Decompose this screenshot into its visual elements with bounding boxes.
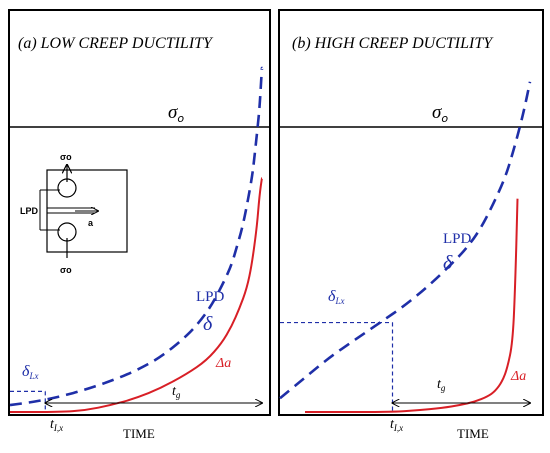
inset-lpd-label: LPD xyxy=(20,206,39,216)
panel-b-lpd-label: LPD xyxy=(443,231,472,247)
specimen-inset: σo σo LPD a xyxy=(20,152,128,275)
panel-b-series-crack-growth xyxy=(305,197,519,413)
panel-a-curves xyxy=(9,66,264,413)
panel-b-tlx-tick: tI,x xyxy=(390,417,403,433)
panel-b-tg-label: tg xyxy=(437,377,446,393)
panel-a-tlx-tick: tI,x xyxy=(50,417,63,433)
panel-a-frame xyxy=(8,9,271,416)
panel-a-stress-label: σo xyxy=(168,102,184,125)
panel-a-series-lpd xyxy=(9,66,264,407)
panel-a-series-crack-growth xyxy=(10,177,263,413)
panel-b-title: (b) HIGH CREEP DUCTILITY xyxy=(292,35,494,52)
panel-b-curves xyxy=(279,81,532,413)
inset-a-label: a xyxy=(88,218,94,228)
panel-a-delta-symbol: δ xyxy=(203,313,213,335)
panel-a-x-axis-label: TIME xyxy=(123,426,155,441)
specimen-body xyxy=(46,169,128,253)
panel-b-series-lpd xyxy=(279,81,532,400)
panel-b-delta-symbol: δ xyxy=(443,252,453,274)
panel-a: (a) LOW CREEP DUCTILITY σo σo σo LPD a δ… xyxy=(8,9,271,441)
panel-b-x-axis-label: TIME xyxy=(457,426,489,441)
panel-b-delta-lx-label: δLx xyxy=(328,288,344,306)
inset-sigma-top: σo xyxy=(60,152,72,162)
panel-a-lpd-label: LPD xyxy=(196,289,225,305)
panel-b-delta-a-label: Δa xyxy=(510,369,526,384)
panel-a-delta-a-label: Δa xyxy=(215,356,231,371)
inset-sigma-bottom: σo xyxy=(60,265,72,275)
panel-a-delta-lx-label: δLx xyxy=(22,363,38,381)
panel-a-tg-label: tg xyxy=(172,384,181,400)
panel-b-stress-label: σo xyxy=(432,102,448,125)
panel-a-title: (a) LOW CREEP DUCTILITY xyxy=(18,35,214,52)
panel-b-frame xyxy=(278,9,544,416)
panel-b: (b) HIGH CREEP DUCTILITY σo δLx LPD δ Δa… xyxy=(278,9,544,441)
